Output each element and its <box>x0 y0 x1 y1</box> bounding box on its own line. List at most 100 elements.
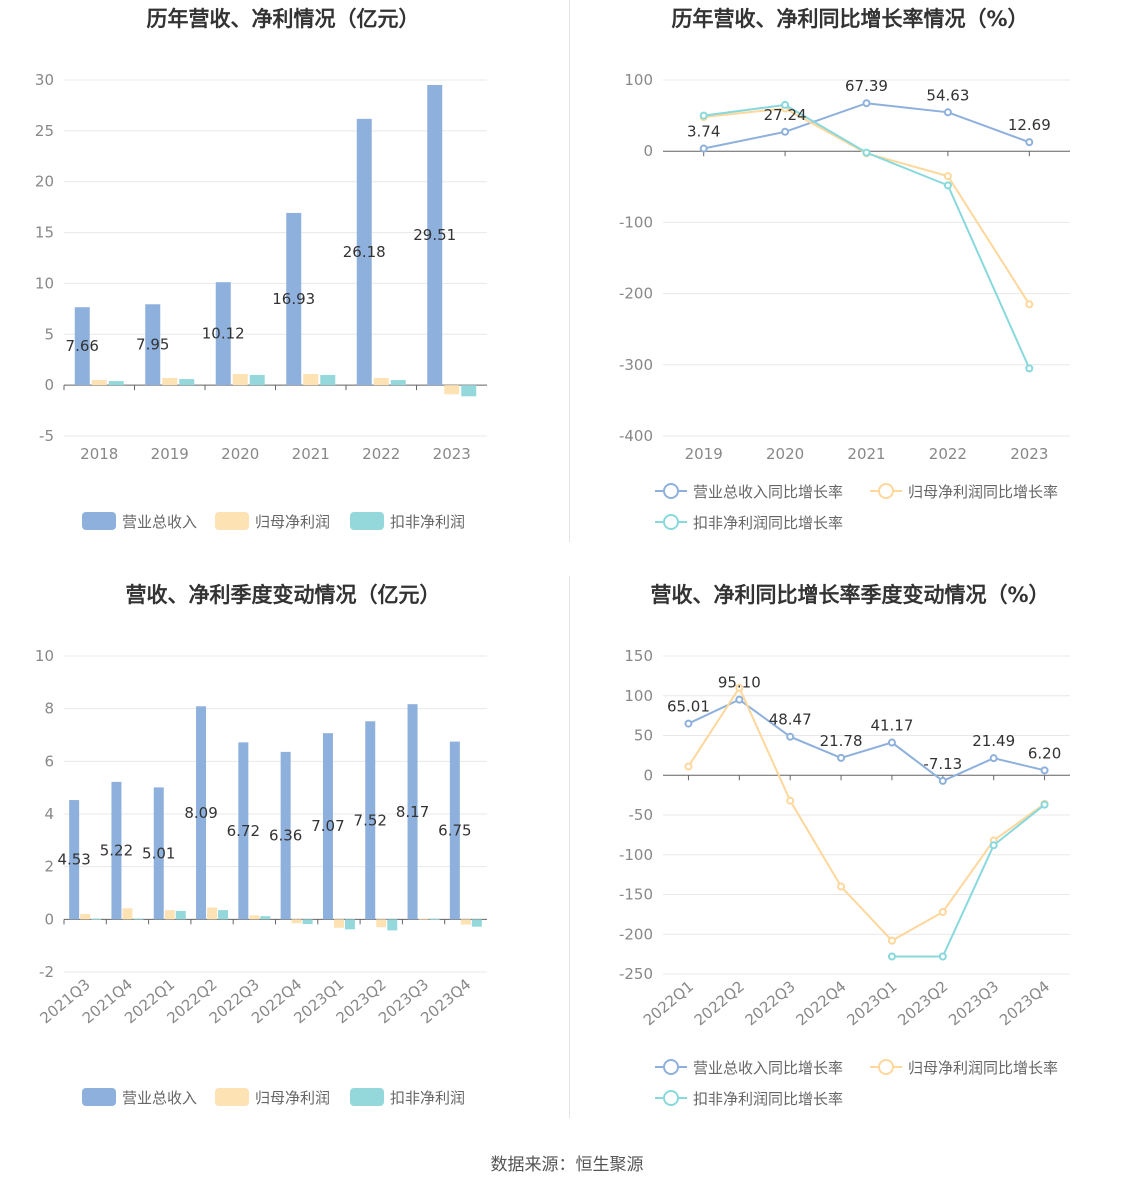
x-tick-label: 2018 <box>80 445 118 463</box>
bar-revenue <box>280 751 291 920</box>
series-point-revenue-growth <box>887 738 896 747</box>
y-tick-label: 8 <box>44 700 54 718</box>
series-point-deducted-growth <box>943 181 952 190</box>
series-point-deducted-growth <box>887 952 896 961</box>
x-tick-label: 2023 <box>433 445 471 463</box>
y-tick-label: 100 <box>624 71 653 89</box>
revenue-growth-data-label: 95.10 <box>718 674 761 692</box>
bar-netprofit <box>207 907 218 920</box>
bar-deducted <box>249 374 265 386</box>
series-point-netprofit-growth <box>837 882 846 891</box>
y-tick-label: 0 <box>643 766 653 784</box>
legend-label: 营业总收入 <box>122 513 197 531</box>
chart-title: 营收、净利季度变动情况（亿元） <box>126 583 441 607</box>
series-point-revenue-growth <box>781 127 790 136</box>
chart-title: 历年营收、净利同比增长率情况（%） <box>671 7 1028 31</box>
y-tick-label: -250 <box>619 965 653 983</box>
annual-growth-chart-panel: 历年营收、净利同比增长率情况（%） -400 -300 -200 -100 0 100 201… <box>567 0 1134 576</box>
y-tick-label: 4 <box>44 805 54 823</box>
series-point-revenue-growth <box>862 99 871 108</box>
bar-revenue <box>407 704 418 920</box>
chart-title: 历年营收、净利情况（亿元） <box>147 7 420 31</box>
series-point-deducted-growth <box>781 100 790 109</box>
x-tick-label: 2020 <box>221 445 259 463</box>
quarterly-growth-rate-chart: 营收、净利同比增长率季度变动情况（%） -250 -200 -150 -100 -50 0 5… <box>619 583 1070 1108</box>
bar-deducted <box>175 910 186 920</box>
series-point-revenue-growth <box>943 108 952 117</box>
y-tick-label: 0 <box>643 142 653 160</box>
bar-netprofit <box>164 910 175 920</box>
revenue-data-label: 5.22 <box>100 842 133 860</box>
revenue-growth-data-label: 54.63 <box>926 86 969 104</box>
revenue-data-label: 7.52 <box>354 811 387 829</box>
x-tick-label: 2022Q4 <box>792 977 849 1029</box>
revenue-data-label: 7.07 <box>311 817 344 835</box>
vertical-divider-bottom <box>569 576 570 1118</box>
annual-growth-rate-chart: 历年营收、净利同比增长率情况（%） -400 -300 -200 -100 0 100 201… <box>619 7 1070 532</box>
legend-label: 营业总收入 <box>122 1089 197 1107</box>
x-tick-label: 2023Q4 <box>996 977 1053 1029</box>
revenue-data-label: 10.12 <box>202 325 245 343</box>
revenue-data-label: 7.66 <box>66 337 99 355</box>
bar-netprofit <box>418 918 429 920</box>
annual-bar-chart-panel: 历年营收、净利情况（亿元） -5 0 5 10 15 20 25 30 2018 2019 2020 2… <box>0 0 567 576</box>
x-tick-label: 2019 <box>151 445 189 463</box>
revenue-data-label: 6.72 <box>227 822 260 840</box>
bar-revenue <box>322 733 333 920</box>
x-tick-label: 2023Q2 <box>894 977 951 1029</box>
bar-deducted <box>108 381 124 386</box>
bar-deducted <box>91 918 102 920</box>
revenue-growth-data-label: 3.74 <box>687 123 720 141</box>
bar-deducted <box>260 916 271 920</box>
bar-netprofit <box>291 919 302 924</box>
y-tick-label: 30 <box>35 71 54 89</box>
y-tick-label: -300 <box>619 356 653 374</box>
x-tick-label: 2021 <box>292 445 330 463</box>
series-point-netprofit-growth <box>684 762 693 771</box>
revenue-data-label: 8.17 <box>396 803 429 821</box>
legend-swatch <box>215 512 249 530</box>
y-tick-label: 15 <box>35 224 54 242</box>
y-tick-label: 10 <box>35 274 54 292</box>
bar-deducted <box>133 918 144 920</box>
y-tick-label: -2 <box>39 963 54 981</box>
revenue-data-label: 29.51 <box>413 226 456 244</box>
x-tick-label: 2023Q1 <box>843 977 900 1029</box>
revenue-data-label: 6.36 <box>269 827 302 845</box>
series-point-revenue-growth <box>1040 766 1049 775</box>
y-tick-label: 5 <box>44 325 54 343</box>
y-tick-label: 25 <box>35 122 54 140</box>
bar-deducted <box>302 919 313 925</box>
bar-netprofit <box>249 915 260 920</box>
revenue-data-label: 8.09 <box>184 804 217 822</box>
x-tick-label: 2022 <box>362 445 400 463</box>
bar-revenue <box>153 787 164 920</box>
series-point-netprofit-growth <box>943 172 952 181</box>
legend-label: 归母净利润 <box>255 1089 330 1107</box>
quarterly-revenue-profit-chart: 营收、净利季度变动情况（亿元）-202468102021Q32021Q42022… <box>35 583 487 1107</box>
legend-label: 扣非净利润 <box>390 1089 465 1107</box>
series-point-revenue-growth <box>837 753 846 762</box>
legend-marker <box>878 483 894 499</box>
series-point-deducted-growth <box>1040 800 1049 809</box>
legend-label: 营业总收入同比增长率 <box>693 1059 843 1077</box>
bar-deducted <box>218 910 229 920</box>
y-tick-label: -100 <box>619 213 653 231</box>
bar-deducted <box>471 919 482 927</box>
revenue-growth-data-label: 41.17 <box>870 717 913 735</box>
revenue-data-label: 5.01 <box>142 844 175 862</box>
y-tick-label: 0 <box>44 910 54 928</box>
y-tick-label: 50 <box>634 727 653 745</box>
bar-netprofit <box>303 373 319 386</box>
y-tick-label: -200 <box>619 925 653 943</box>
bar-netprofit <box>444 385 460 395</box>
series-point-deducted-growth <box>862 148 871 157</box>
revenue-growth-data-label: 67.39 <box>845 77 888 95</box>
bar-revenue <box>356 118 372 386</box>
revenue-data-label: 26.18 <box>343 243 386 261</box>
series-point-netprofit-growth <box>938 907 947 916</box>
revenue-data-label: 4.53 <box>57 851 90 869</box>
bar-revenue <box>111 781 122 920</box>
bar-revenue <box>238 742 249 920</box>
series-point-netprofit-growth <box>786 796 795 805</box>
